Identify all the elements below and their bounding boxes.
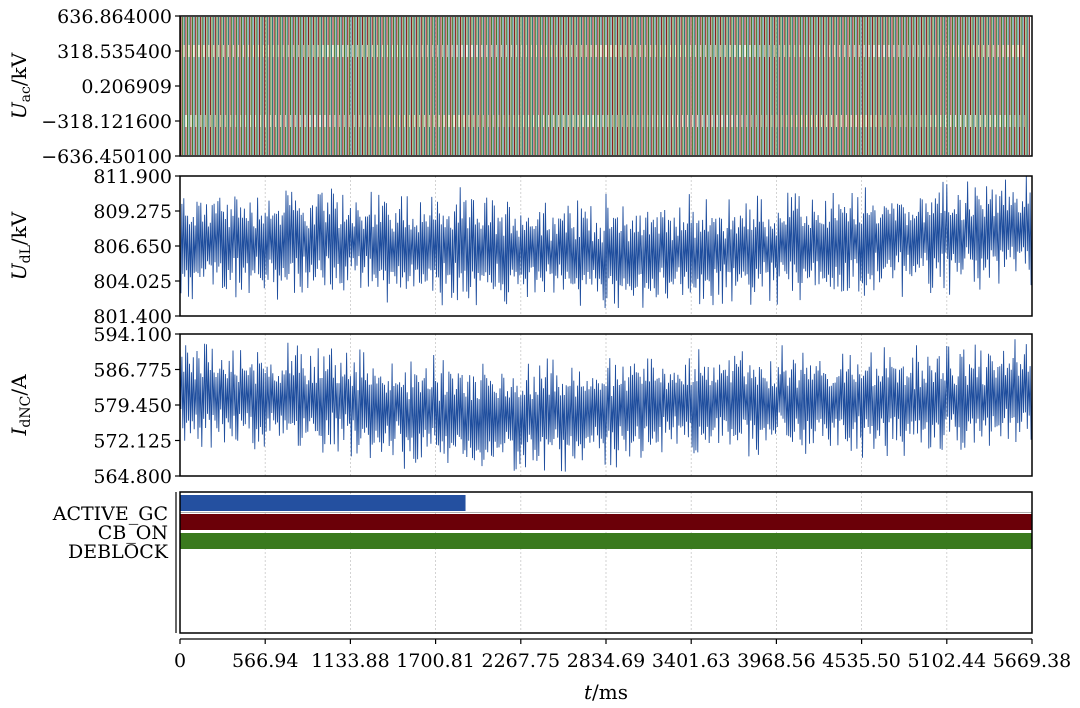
panel-udl: 811.900 809.275 806.650 804.025 801.400 UdL/… (7, 166, 1033, 328)
x-tick-label: 3968.56 (737, 650, 816, 672)
uac-traces (180, 16, 1030, 156)
y-tick-label: 586.775 (93, 360, 172, 382)
y-tick-label: −318.121600 (41, 111, 172, 133)
udl-ylabel: UdL/kV (7, 211, 34, 280)
x-tick-label: 1700.81 (396, 650, 475, 672)
x-tick-label: 5102.44 (908, 650, 987, 672)
status-label: DEBLOCK (68, 541, 169, 563)
panel-uac: 636.864000 318.535400 0.206909 −318.121600 −… (7, 6, 1033, 168)
udl-yticks: 811.900 809.275 806.650 804.025 801.400 (93, 166, 180, 328)
status-label: ACTIVE_GC (52, 503, 168, 525)
uac-ylabel: Uac/kV (7, 52, 34, 119)
x-tick-label: 566.94 (232, 650, 298, 672)
y-tick-label: 806.650 (93, 236, 172, 258)
x-tick-label: 3401.63 (652, 650, 731, 672)
idnc-trace (179, 334, 1033, 476)
y-tick-label: 636.864000 (57, 6, 172, 28)
x-tick-label: 2834.69 (567, 650, 646, 672)
y-tick-label: 564.800 (93, 466, 172, 488)
status-bar-deblock (180, 533, 1032, 549)
y-tick-label: 318.535400 (57, 41, 172, 63)
y-tick-label: 0.206909 (81, 76, 172, 98)
y-tick-label: −636.450100 (41, 146, 172, 168)
x-tick-label: 5669.38 (993, 650, 1072, 672)
y-tick-label: 809.275 (93, 201, 172, 223)
udl-trace (179, 175, 1033, 316)
x-axis: 0 566.94 1133.88 1700.81 2267.75 2834.69 3401.… (174, 638, 1072, 672)
y-tick-label: 804.025 (93, 271, 172, 293)
status-frame (179, 491, 1033, 634)
signal-trace (179, 339, 1033, 472)
idnc-ylabel: IdNC/A (7, 374, 34, 437)
y-tick-label: 801.400 (93, 306, 172, 328)
x-tick-label: 0 (174, 650, 186, 672)
panel-idnc: 594.100 586.775 579.450 572.125 564.800 IdNC… (7, 324, 1033, 488)
status-bars (180, 492, 1032, 633)
y-tick-label: 811.900 (93, 166, 172, 188)
uac-yticks: 636.864000 318.535400 0.206909 −318.121600 −… (41, 6, 180, 168)
signal-trace (179, 175, 1033, 309)
status-bar-cb-on (180, 514, 1032, 530)
status-bar-active-gc (180, 495, 466, 511)
status-label: CB_ON (98, 522, 168, 544)
y-tick-label: 572.125 (93, 431, 172, 453)
y-tick-label: 594.100 (93, 324, 172, 346)
x-tick-label: 1133.88 (311, 650, 390, 672)
x-axis-title: t/ms (584, 680, 628, 704)
x-tick-label: 2267.75 (482, 650, 561, 672)
x-tick-label: 4535.50 (822, 650, 901, 672)
y-tick-label: 579.450 (93, 395, 172, 417)
idnc-yticks: 594.100 586.775 579.450 572.125 564.800 (93, 324, 180, 488)
